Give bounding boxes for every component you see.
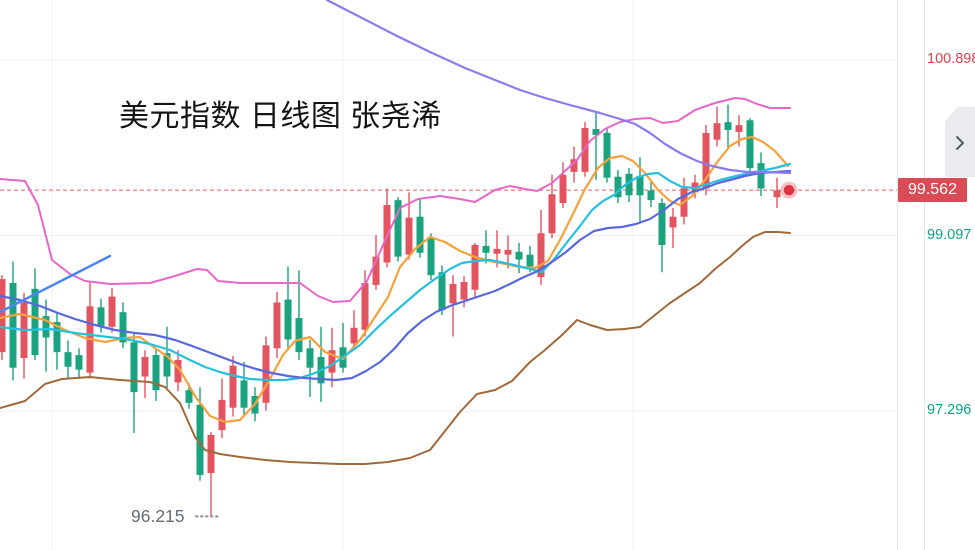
y-axis-label: 99.097: [927, 226, 972, 243]
axis-divider: [924, 0, 925, 550]
price-axis[interactable]: 100.898 99.097 97.296 99.562: [897, 0, 975, 550]
current-price-badge: 99.562: [898, 178, 967, 203]
candlestick-chart[interactable]: [0, 0, 897, 550]
collapse-panel-tab[interactable]: [945, 107, 975, 177]
chart-title: 美元指数 日线图 张尧浠: [119, 100, 442, 133]
session-low-label: 96.215: [131, 506, 185, 527]
y-axis-label: 97.296: [927, 402, 972, 418]
y-axis-label: 100.898: [927, 51, 975, 67]
